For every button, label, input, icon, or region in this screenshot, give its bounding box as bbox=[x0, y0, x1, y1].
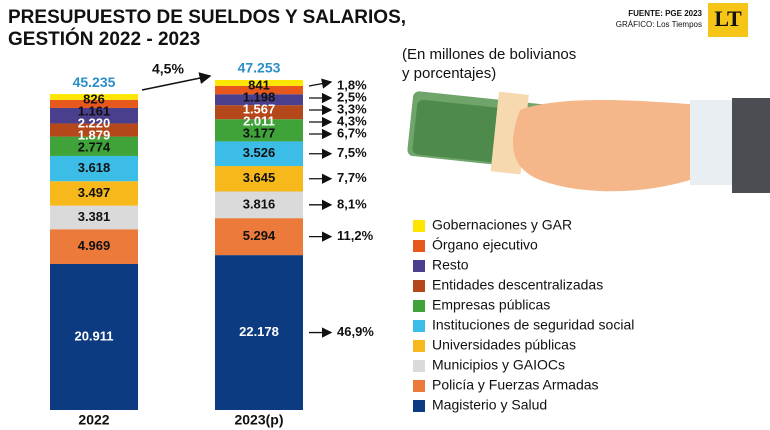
bar-segment bbox=[215, 94, 303, 106]
share-label: 11,2% bbox=[337, 228, 374, 243]
legend-swatch bbox=[413, 260, 425, 272]
share-label: 7,5% bbox=[337, 145, 367, 160]
legend-label: Policía y Fuerzas Armadas bbox=[432, 377, 599, 393]
share-label: 8,1% bbox=[337, 196, 367, 211]
logo-box bbox=[708, 3, 748, 37]
value-label: 3.497 bbox=[78, 185, 111, 200]
legend-label: Resto bbox=[432, 257, 469, 273]
bar-segment bbox=[215, 218, 303, 256]
value-label: 2.220 bbox=[78, 116, 111, 131]
subtitle: y porcentajes) bbox=[402, 65, 496, 82]
share-arrow bbox=[308, 78, 333, 89]
value-label: 3.618 bbox=[78, 160, 111, 175]
bar-segment bbox=[215, 105, 303, 120]
value-label: 2.011 bbox=[243, 113, 275, 128]
value-label: 1.879 bbox=[78, 128, 111, 143]
legend-swatch bbox=[413, 360, 425, 372]
legend-swatch bbox=[413, 300, 425, 312]
subtitle: (En millones de bolivianos bbox=[402, 46, 576, 63]
legend-swatch bbox=[413, 320, 425, 332]
legend-label: Entidades descentralizadas bbox=[432, 277, 603, 293]
hand-illustration bbox=[407, 91, 770, 193]
share-label: 7,7% bbox=[337, 170, 367, 185]
value-label: 5.294 bbox=[243, 228, 276, 243]
legend-label: Municipios y GAIOCs bbox=[432, 357, 565, 373]
legend-swatch bbox=[413, 340, 425, 352]
value-label: 841 bbox=[248, 77, 270, 92]
legend-label: Gobernaciones y GAR bbox=[432, 217, 572, 233]
value-label: 3.177 bbox=[243, 125, 276, 140]
bar-segment bbox=[50, 155, 138, 182]
value-label: 20.911 bbox=[74, 328, 113, 343]
share-label: 2,5% bbox=[337, 89, 367, 104]
growth-label: 4,5% bbox=[152, 61, 184, 77]
legend-swatch bbox=[413, 240, 425, 252]
legend-label: Universidades públicas bbox=[432, 337, 576, 353]
bar-segment bbox=[50, 229, 138, 264]
share-label: 4,3% bbox=[337, 113, 367, 128]
share-label: 46,9% bbox=[337, 324, 374, 339]
value-label: 1.198 bbox=[243, 89, 276, 104]
value-label: 4.969 bbox=[78, 238, 111, 253]
value-label: 22.178 bbox=[239, 324, 279, 339]
bar-segment bbox=[50, 94, 138, 100]
source: FUENTE: PGE 2023 bbox=[628, 9, 702, 18]
value-label: 3.645 bbox=[243, 170, 276, 185]
chart-title: PRESUPUESTO DE SUELDOS Y SALARIOS, bbox=[8, 7, 406, 28]
source: GRÁFICO: Los Tiempos bbox=[616, 20, 702, 29]
total-label: 45.235 bbox=[73, 74, 116, 90]
bar-segment bbox=[50, 123, 138, 137]
logo: LT bbox=[714, 6, 742, 31]
value-label: 3.816 bbox=[243, 196, 276, 211]
share-label: 6,7% bbox=[337, 125, 367, 140]
value-label: 3.526 bbox=[243, 145, 276, 160]
bar-segment bbox=[50, 107, 138, 124]
bar-segment bbox=[50, 205, 138, 230]
bar-segment bbox=[215, 255, 303, 410]
legend-label: Empresas públicas bbox=[432, 297, 550, 313]
share-label: 3,3% bbox=[337, 101, 367, 116]
legend-label: Magisterio y Salud bbox=[432, 397, 547, 413]
share-label: 1,8% bbox=[337, 77, 367, 92]
legend-label: Órgano ejecutivo bbox=[432, 237, 538, 253]
bar-segment bbox=[50, 99, 138, 108]
value-label: 1.161 bbox=[78, 104, 111, 119]
bar-segment bbox=[50, 181, 138, 206]
legend-label: Instituciones de seguridad social bbox=[432, 317, 634, 333]
bar-segment bbox=[215, 119, 303, 142]
bar-segment bbox=[215, 80, 303, 86]
legend-swatch bbox=[413, 380, 425, 392]
x-tick-label: 2022 bbox=[78, 412, 109, 428]
value-label: 826 bbox=[83, 92, 105, 107]
chart-title: GESTIÓN 2022 - 2023 bbox=[8, 28, 200, 50]
total-label: 47.253 bbox=[238, 60, 281, 76]
value-label: 1.567 bbox=[243, 101, 276, 116]
legend-swatch bbox=[413, 220, 425, 232]
bar-segment bbox=[215, 141, 303, 167]
bar-segment bbox=[215, 191, 303, 219]
bar-segment bbox=[50, 136, 138, 156]
legend-swatch bbox=[413, 400, 425, 412]
growth-arrow bbox=[141, 72, 212, 91]
x-tick-label: 2023(p) bbox=[234, 412, 283, 428]
value-label: 2.774 bbox=[78, 140, 111, 155]
bar-segment bbox=[215, 85, 303, 95]
bar-segment bbox=[215, 166, 303, 192]
legend-swatch bbox=[413, 280, 425, 292]
bar-segment bbox=[50, 263, 138, 410]
value-label: 3.381 bbox=[78, 209, 111, 224]
